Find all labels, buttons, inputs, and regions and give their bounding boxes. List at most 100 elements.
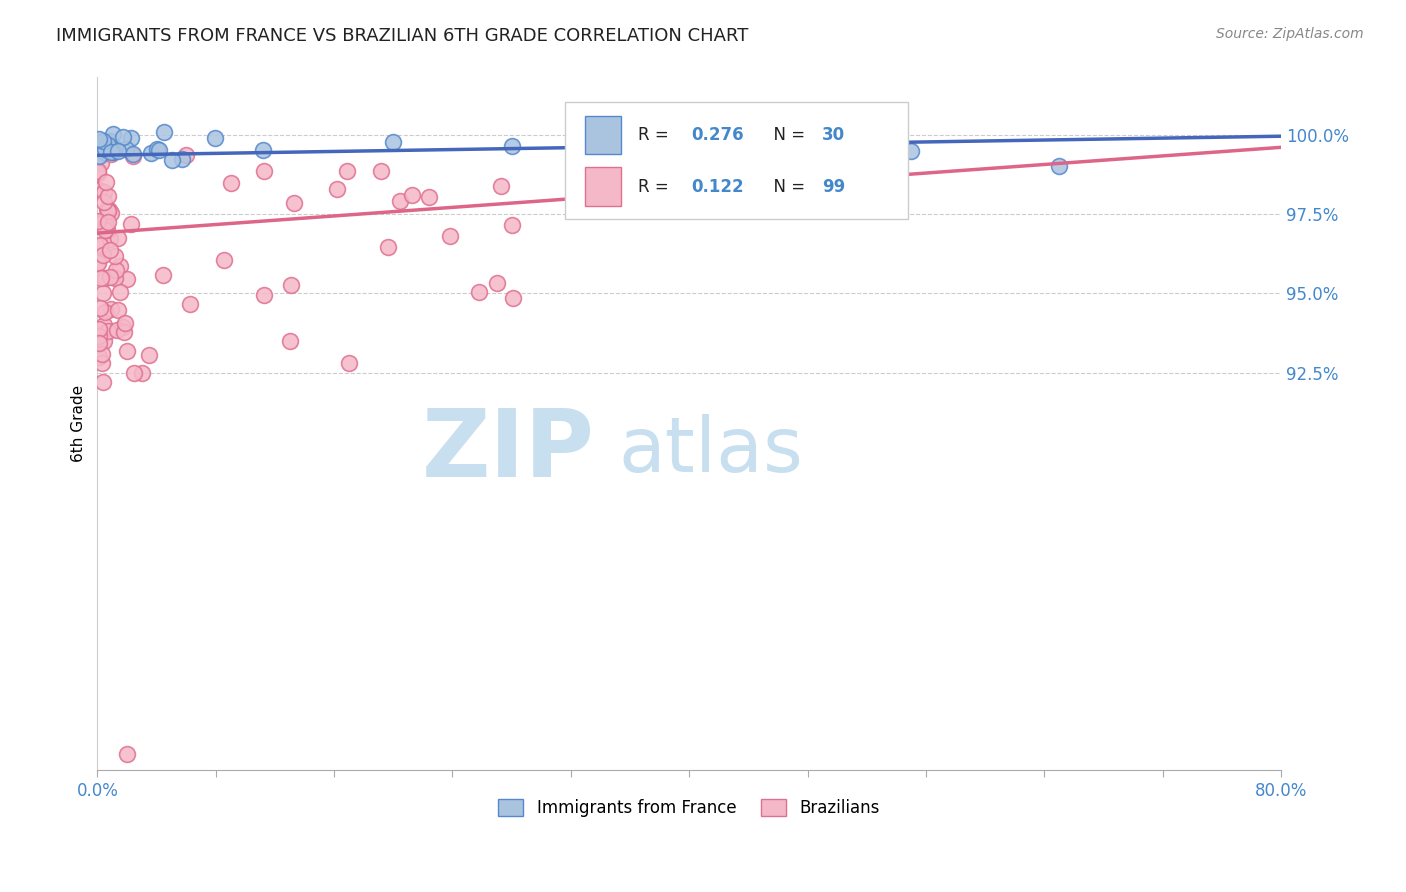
Point bbox=[98, 134, 121, 148]
Point bbox=[100, 145, 122, 160]
Point bbox=[162, 153, 184, 167]
Point bbox=[377, 240, 399, 254]
Point bbox=[94, 270, 117, 285]
Point bbox=[152, 268, 174, 283]
Text: N =: N = bbox=[762, 126, 810, 144]
Point bbox=[252, 143, 274, 157]
Text: atlas: atlas bbox=[619, 415, 803, 489]
Text: IMMIGRANTS FROM FRANCE VS BRAZILIAN 6TH GRADE CORRELATION CHART: IMMIGRANTS FROM FRANCE VS BRAZILIAN 6TH … bbox=[56, 27, 748, 45]
Point bbox=[93, 185, 115, 199]
Point bbox=[87, 141, 110, 155]
Point bbox=[148, 143, 170, 157]
Point bbox=[96, 202, 118, 217]
Text: Source: ZipAtlas.com: Source: ZipAtlas.com bbox=[1216, 27, 1364, 41]
Point bbox=[90, 239, 112, 253]
Point bbox=[418, 189, 440, 203]
Point bbox=[1047, 159, 1070, 173]
Point bbox=[91, 248, 114, 262]
Point bbox=[253, 288, 276, 302]
Point bbox=[87, 132, 110, 146]
Point bbox=[94, 218, 117, 232]
Point bbox=[401, 188, 423, 202]
Point bbox=[124, 366, 146, 380]
Point bbox=[174, 147, 197, 161]
Text: R =: R = bbox=[638, 178, 675, 195]
Point bbox=[491, 178, 513, 193]
Point bbox=[138, 348, 160, 362]
Point bbox=[153, 125, 176, 139]
Point bbox=[89, 350, 111, 364]
Point bbox=[96, 136, 118, 150]
Text: 99: 99 bbox=[821, 178, 845, 195]
Point bbox=[91, 376, 114, 390]
Point bbox=[97, 203, 120, 218]
Point bbox=[337, 356, 360, 370]
Point bbox=[170, 152, 193, 166]
Point bbox=[98, 232, 121, 246]
Point bbox=[370, 164, 392, 178]
Text: 30: 30 bbox=[821, 126, 845, 144]
Point bbox=[87, 149, 110, 163]
Point bbox=[110, 285, 132, 300]
Point bbox=[90, 347, 112, 361]
Point bbox=[114, 316, 136, 330]
Point bbox=[94, 175, 117, 189]
Point bbox=[87, 166, 110, 180]
Point bbox=[107, 231, 129, 245]
Point bbox=[115, 343, 138, 358]
Point bbox=[100, 146, 122, 161]
Point bbox=[115, 747, 138, 761]
Point bbox=[87, 164, 110, 178]
Point bbox=[900, 144, 922, 158]
Point bbox=[221, 176, 243, 190]
Point bbox=[502, 291, 524, 305]
Point bbox=[389, 194, 412, 208]
Point bbox=[89, 238, 111, 252]
Point bbox=[91, 356, 114, 370]
Point bbox=[97, 137, 120, 152]
FancyBboxPatch shape bbox=[585, 168, 620, 205]
Point bbox=[93, 195, 115, 210]
Point bbox=[335, 163, 357, 178]
Point bbox=[501, 139, 523, 153]
Point bbox=[278, 334, 301, 348]
Text: ZIP: ZIP bbox=[422, 406, 595, 498]
Y-axis label: 6th Grade: 6th Grade bbox=[72, 385, 86, 462]
Point bbox=[94, 304, 117, 318]
Point bbox=[87, 329, 110, 343]
Point bbox=[101, 145, 124, 160]
Point bbox=[93, 318, 115, 333]
Point bbox=[91, 134, 114, 148]
Point bbox=[89, 301, 111, 315]
Point bbox=[382, 135, 405, 149]
Point bbox=[107, 144, 129, 158]
Point bbox=[122, 148, 145, 162]
Point bbox=[93, 334, 115, 348]
Point bbox=[111, 319, 134, 334]
Point bbox=[100, 206, 122, 220]
Point bbox=[112, 325, 135, 339]
FancyBboxPatch shape bbox=[565, 102, 908, 219]
Text: N =: N = bbox=[762, 178, 810, 195]
Point bbox=[103, 141, 125, 155]
Point bbox=[94, 223, 117, 237]
Point bbox=[101, 128, 124, 142]
Point bbox=[87, 254, 110, 268]
Point bbox=[87, 322, 110, 336]
Point bbox=[87, 140, 110, 154]
Point bbox=[104, 249, 127, 263]
Point bbox=[120, 217, 142, 231]
Point bbox=[100, 244, 122, 258]
Point bbox=[115, 271, 138, 285]
Point bbox=[93, 145, 115, 160]
Point bbox=[108, 259, 131, 273]
Point bbox=[97, 189, 120, 203]
Point bbox=[179, 297, 201, 311]
Point bbox=[107, 303, 129, 318]
Point bbox=[98, 270, 121, 285]
Point bbox=[100, 302, 122, 317]
Point bbox=[104, 263, 127, 277]
Point bbox=[90, 155, 112, 169]
Point bbox=[97, 324, 120, 338]
Point bbox=[139, 145, 162, 160]
